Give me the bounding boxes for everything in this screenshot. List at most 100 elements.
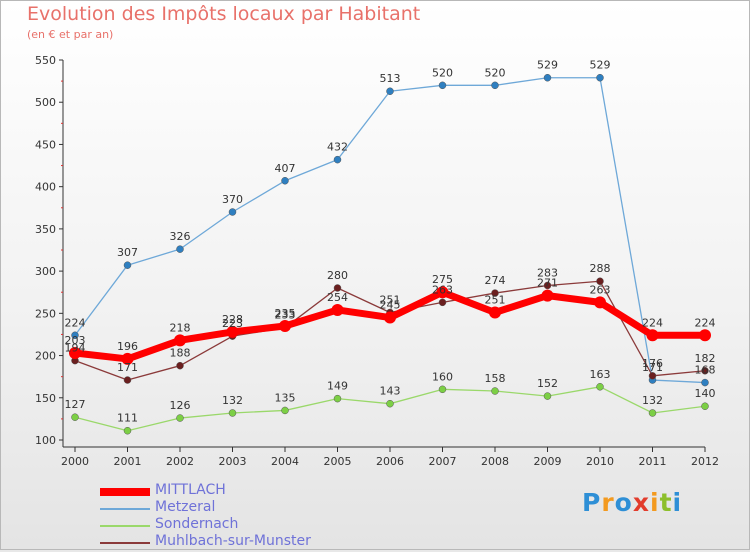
data-label: 274 <box>485 274 506 287</box>
x-tick-label: 2006 <box>376 455 404 468</box>
legend-label: Muhlbach-sur-Munster <box>155 533 311 549</box>
data-label: 271 <box>537 277 558 290</box>
logo-letter: i <box>672 488 683 517</box>
data-point <box>646 329 659 342</box>
data-labels: 203 196 218 228 235 254 245 275 251 271 263 224 224 2… <box>65 59 716 425</box>
data-point <box>701 402 709 410</box>
y-tick-label: 350 <box>35 223 56 236</box>
data-label: 149 <box>327 380 348 393</box>
data-label: 127 <box>65 398 86 411</box>
x-tick-label: 2010 <box>586 455 614 468</box>
data-point <box>491 387 499 395</box>
data-label: 176 <box>642 357 663 370</box>
logo-letter: i <box>650 488 660 517</box>
legend-swatch <box>100 542 150 544</box>
chart-title: Evolution des Impôts locaux par Habitant <box>27 3 421 25</box>
data-label: 529 <box>537 59 558 72</box>
data-label: 254 <box>327 291 348 304</box>
legend-label: Metzeral <box>155 499 216 515</box>
data-point <box>699 329 711 342</box>
legend-swatch <box>100 488 150 496</box>
legend-swatch <box>100 525 150 527</box>
y-tick-label: 150 <box>35 392 56 405</box>
data-point <box>123 261 132 269</box>
data-label: 224 <box>695 316 716 329</box>
data-label: 160 <box>432 370 453 383</box>
data-label: 235 <box>275 307 296 320</box>
data-point <box>543 73 552 82</box>
data-label: 370 <box>222 193 243 206</box>
y-tick-label: 450 <box>35 138 56 151</box>
data-label: 158 <box>485 372 506 385</box>
data-label: 132 <box>642 394 663 407</box>
data-label: 168 <box>695 364 716 377</box>
data-label: 326 <box>170 230 191 243</box>
data-point <box>333 155 342 164</box>
data-label: 163 <box>590 368 611 381</box>
data-label: 280 <box>327 269 348 282</box>
data-label: 224 <box>65 316 86 329</box>
data-point <box>123 376 132 384</box>
data-label: 407 <box>275 162 296 175</box>
proxiti-logo: Proxiti <box>582 488 682 517</box>
data-point <box>438 298 447 307</box>
data-point <box>69 347 81 360</box>
data-label: 283 <box>537 266 558 279</box>
data-point <box>491 81 499 90</box>
logo-letter: P <box>582 488 602 517</box>
data-label: 245 <box>380 299 401 312</box>
data-point <box>71 413 79 421</box>
x-tick-label: 2001 <box>114 455 142 468</box>
logo-letter: t <box>659 488 673 517</box>
data-label: 263 <box>590 283 611 296</box>
data-point <box>176 414 184 422</box>
data-point <box>541 289 554 302</box>
data-label: 203 <box>65 334 86 347</box>
data-label: 307 <box>117 246 138 259</box>
data-point <box>489 306 501 319</box>
data-point <box>596 383 604 391</box>
x-tick-label: 2003 <box>219 455 247 468</box>
data-point <box>701 378 709 387</box>
x-tick-label: 2000 <box>61 455 89 468</box>
chart-subtitle: (en € et par an) <box>27 28 114 41</box>
x-tick-label: 2005 <box>324 455 352 468</box>
axes: 100 150 200 250 300 350 400 450 500 550 2000 2001 20… <box>35 54 719 468</box>
data-point <box>281 177 289 185</box>
data-label: 194 <box>65 342 86 355</box>
data-label: 288 <box>590 262 611 275</box>
data-point <box>226 325 239 338</box>
data-label: 432 <box>327 141 348 154</box>
data-point <box>648 409 657 417</box>
x-tick-label: 2002 <box>166 455 194 468</box>
data-label: 188 <box>170 347 191 360</box>
data-label: 132 <box>222 394 243 407</box>
y-tick-label: 100 <box>35 434 56 447</box>
data-point <box>648 372 657 380</box>
data-label: 228 <box>222 313 243 326</box>
data-label: 263 <box>432 283 453 296</box>
data-point <box>596 277 604 285</box>
data-label: 171 <box>117 361 138 374</box>
data-point <box>281 406 289 415</box>
data-point <box>279 320 291 332</box>
series-lines <box>69 73 711 435</box>
logo-letter: r <box>601 488 615 517</box>
data-label: 126 <box>170 399 191 412</box>
data-point <box>596 73 604 82</box>
data-point <box>331 303 344 316</box>
data-label: 251 <box>380 293 401 306</box>
y-tick-label: 550 <box>35 54 56 67</box>
data-point <box>333 284 342 292</box>
data-point <box>121 352 134 365</box>
x-tick-label: 2007 <box>429 455 457 468</box>
x-tick-label: 2004 <box>271 455 299 468</box>
data-point <box>386 399 394 408</box>
x-tick-label: 2011 <box>639 455 667 468</box>
data-label: 251 <box>485 293 506 306</box>
data-point <box>491 289 499 297</box>
data-point <box>228 208 237 216</box>
data-point <box>333 394 342 403</box>
